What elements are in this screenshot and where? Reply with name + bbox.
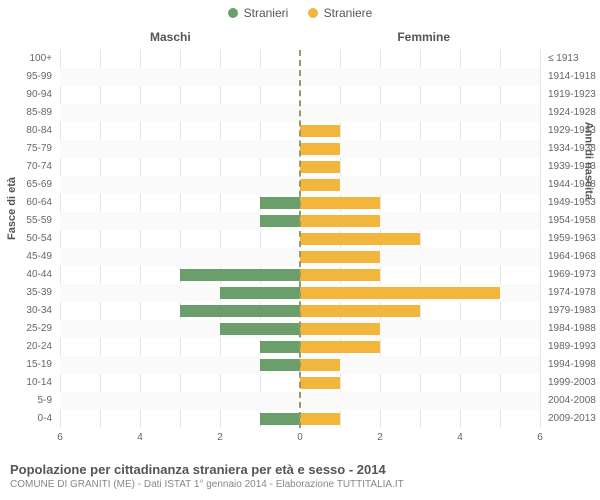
age-label: 25-29: [2, 322, 52, 336]
age-label: 20-24: [2, 340, 52, 354]
age-label: 5-9: [2, 394, 52, 408]
legend-item-male: Stranieri: [228, 6, 289, 20]
bar-female: [300, 377, 340, 389]
bar-female: [300, 179, 340, 191]
birth-year-label: 1979-1983: [548, 304, 600, 318]
bar-male: [220, 323, 300, 335]
column-title-right: Femmine: [397, 30, 450, 44]
column-title-left: Maschi: [150, 30, 191, 44]
x-tick: 0: [297, 432, 303, 443]
bar-female: [300, 269, 380, 281]
age-label: 75-79: [2, 142, 52, 156]
chart-footer: Popolazione per cittadinanza straniera p…: [10, 462, 590, 490]
x-tick: 6: [57, 432, 63, 443]
x-tick: 2: [377, 432, 383, 443]
birth-year-label: 1989-1993: [548, 340, 600, 354]
age-label: 0-4: [2, 412, 52, 426]
bar-male: [180, 305, 300, 317]
bar-female: [300, 161, 340, 173]
age-label: 65-69: [2, 178, 52, 192]
age-label: 15-19: [2, 358, 52, 372]
birth-year-label: 1954-1958: [548, 214, 600, 228]
legend-swatch-female: [308, 8, 318, 18]
birth-year-label: 1999-2003: [548, 376, 600, 390]
bar-female: [300, 125, 340, 137]
birth-year-label: 1944-1948: [548, 178, 600, 192]
bar-female: [300, 143, 340, 155]
birth-year-label: 1934-1938: [548, 142, 600, 156]
x-tick: 4: [137, 432, 143, 443]
birth-year-label: 1924-1928: [548, 106, 600, 120]
age-label: 55-59: [2, 214, 52, 228]
bar-male: [260, 197, 300, 209]
age-label: 95-99: [2, 70, 52, 84]
bar-female: [300, 305, 420, 317]
bar-female: [300, 197, 380, 209]
bar-male: [260, 215, 300, 227]
bar-female: [300, 413, 340, 425]
birth-year-label: 1949-1953: [548, 196, 600, 210]
age-label: 70-74: [2, 160, 52, 174]
x-tick: 2: [217, 432, 223, 443]
age-label: 40-44: [2, 268, 52, 282]
x-axis: 6 4 2 0 2 4 6: [60, 430, 540, 448]
age-label: 10-14: [2, 376, 52, 390]
population-pyramid-chart: Stranieri Straniere Maschi Femmine Fasce…: [0, 0, 600, 500]
legend: Stranieri Straniere: [0, 6, 600, 21]
birth-year-label: 1974-1978: [548, 286, 600, 300]
legend-swatch-male: [228, 8, 238, 18]
x-tick: 4: [457, 432, 463, 443]
bar-female: [300, 233, 420, 245]
chart-subtitle: COMUNE DI GRANITI (ME) - Dati ISTAT 1° g…: [10, 479, 590, 490]
age-label: 85-89: [2, 106, 52, 120]
birth-year-label: 1959-1963: [548, 232, 600, 246]
bar-female: [300, 251, 380, 263]
age-label: 80-84: [2, 124, 52, 138]
bar-male: [180, 269, 300, 281]
x-tick: 6: [537, 432, 543, 443]
age-label: 45-49: [2, 250, 52, 264]
bar-male: [260, 341, 300, 353]
legend-item-female: Straniere: [308, 6, 373, 20]
bar-male: [260, 413, 300, 425]
gridline: [540, 50, 541, 428]
bar-female: [300, 215, 380, 227]
birth-year-label: 1929-1933: [548, 124, 600, 138]
birth-year-label: 1969-1973: [548, 268, 600, 282]
birth-year-label: 1964-1968: [548, 250, 600, 264]
bar-female: [300, 287, 500, 299]
plot-area: 100+≤ 191395-991914-191890-941919-192385…: [60, 50, 540, 428]
legend-label-male: Stranieri: [244, 6, 289, 20]
chart-title: Popolazione per cittadinanza straniera p…: [10, 462, 590, 477]
bar-female: [300, 341, 380, 353]
birth-year-label: 1914-1918: [548, 70, 600, 84]
legend-label-female: Straniere: [324, 6, 373, 20]
age-label: 35-39: [2, 286, 52, 300]
birth-year-label: 1984-1988: [548, 322, 600, 336]
age-label: 30-34: [2, 304, 52, 318]
bar-male: [220, 287, 300, 299]
birth-year-label: 2009-2013: [548, 412, 600, 426]
age-label: 100+: [2, 52, 52, 66]
age-label: 50-54: [2, 232, 52, 246]
bar-female: [300, 359, 340, 371]
birth-year-label: ≤ 1913: [548, 52, 600, 66]
center-line: [299, 50, 301, 428]
birth-year-label: 2004-2008: [548, 394, 600, 408]
bar-male: [260, 359, 300, 371]
birth-year-label: 1994-1998: [548, 358, 600, 372]
birth-year-label: 1919-1923: [548, 88, 600, 102]
birth-year-label: 1939-1943: [548, 160, 600, 174]
age-label: 60-64: [2, 196, 52, 210]
bar-female: [300, 323, 380, 335]
age-label: 90-94: [2, 88, 52, 102]
